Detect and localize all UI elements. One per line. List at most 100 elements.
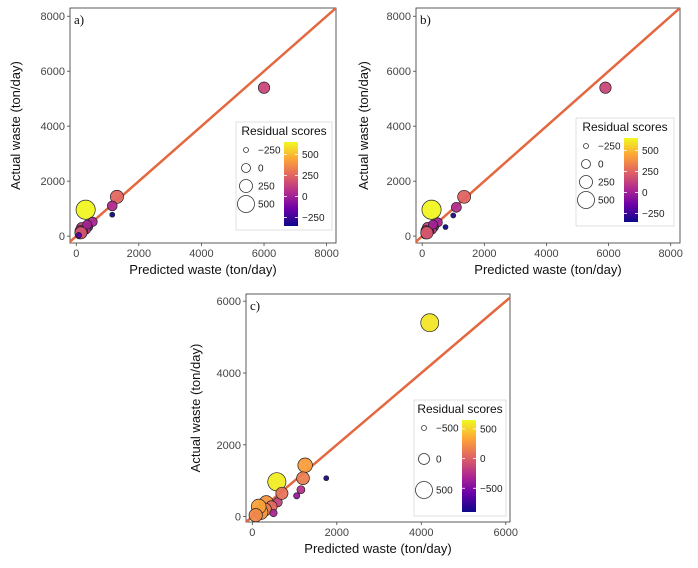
x-tick-label: 2000 — [472, 248, 496, 260]
x-tick-label: 6000 — [252, 248, 276, 260]
y-tick-label: 6000 — [41, 66, 65, 78]
data-point — [293, 492, 301, 500]
legend-colorbar — [462, 420, 476, 512]
legend-color-label: 0 — [642, 188, 648, 199]
legend-size-label: 0 — [258, 164, 264, 175]
chart-panel-3: 0 2000 4000 6000 0 2000 4000 6000 Predicted wast… — [188, 293, 518, 556]
y-tick-label: 4000 — [41, 121, 65, 133]
data-point — [109, 211, 116, 218]
x-axis-label: Predicted waste (ton/day) — [304, 541, 451, 556]
legend-size-label: 0 — [598, 160, 604, 171]
legend: Residual scores −250 0 250 500 500 250 0 −250 — [235, 121, 333, 231]
legend-size-marker — [237, 195, 255, 213]
data-point — [106, 200, 118, 212]
data-point — [257, 81, 271, 94]
x-tick-label: 4000 — [409, 527, 433, 539]
legend-title: Residual scores — [417, 402, 502, 416]
legend-title: Residual scores — [241, 124, 326, 138]
data-point — [248, 508, 263, 522]
y-tick-label: 4000 — [217, 368, 241, 380]
legend-color-label: 0 — [480, 454, 486, 465]
data-point — [296, 471, 310, 485]
data-point — [323, 475, 330, 482]
panel-label: b) — [420, 12, 431, 27]
legend-size-label: 250 — [598, 178, 615, 189]
y-tick-label: 6000 — [217, 296, 241, 308]
y-axis-label: Actual waste (ton/day) — [356, 61, 371, 190]
data-point — [75, 232, 83, 239]
legend-size-label: −250 — [258, 146, 281, 157]
legend-size-label: 0 — [436, 455, 442, 466]
y-tick-label: 2000 — [217, 440, 241, 452]
plot-area — [416, 8, 680, 243]
legend-size-marker — [415, 481, 433, 499]
data-point — [82, 219, 93, 230]
legend-size-marker — [239, 179, 253, 193]
legend-color-label: 500 — [480, 424, 497, 435]
data-point — [420, 226, 434, 240]
legend-color-label: −250 — [642, 209, 665, 220]
data-point — [75, 199, 96, 220]
legend-color-label: −500 — [480, 484, 503, 495]
y-tick-label: 0 — [59, 231, 65, 243]
y-tick-label: 8000 — [41, 11, 65, 23]
legend-size-marker — [421, 425, 427, 431]
reference-line — [416, 8, 680, 243]
x-tick-label: 6000 — [494, 527, 518, 539]
x-tick-label: 6000 — [596, 248, 620, 260]
panel-label: a) — [74, 12, 84, 27]
data-point — [275, 486, 289, 500]
x-tick-label: 8000 — [314, 248, 338, 260]
legend-color-label: 250 — [642, 167, 659, 178]
legend-colorbar — [624, 138, 638, 222]
legend-size-marker — [583, 143, 589, 149]
legend-size-marker — [241, 163, 251, 173]
y-tick-label: 0 — [235, 512, 241, 524]
legend-size-label: 500 — [258, 200, 275, 211]
x-tick-label: 8000 — [658, 248, 682, 260]
x-axis-label: Predicted waste (ton/day) — [474, 262, 621, 277]
reference-line — [70, 8, 336, 243]
legend-size-label: −250 — [598, 142, 621, 153]
legend-color-label: 500 — [642, 146, 659, 157]
plot-area — [246, 295, 510, 522]
x-tick-label: 0 — [419, 248, 425, 260]
x-tick-label: 2000 — [127, 248, 151, 260]
panel-label: c) — [250, 298, 260, 313]
legend: Residual scores −500 0 500 500 0 −500 — [413, 399, 507, 517]
legend-size-label: 500 — [598, 196, 615, 207]
data-point — [599, 81, 612, 94]
legend-size-marker — [243, 147, 249, 153]
data-point — [428, 219, 439, 230]
legend-color-label: 500 — [302, 150, 319, 161]
legend-size-marker — [579, 175, 593, 189]
y-tick-label: 2000 — [41, 176, 65, 188]
legend-color-label: 0 — [302, 192, 308, 203]
x-tick-label: 4000 — [534, 248, 558, 260]
x-tick-label: 4000 — [189, 248, 213, 260]
y-tick-label: 8000 — [387, 11, 411, 23]
data-point — [269, 508, 278, 518]
legend-size-marker — [577, 191, 595, 209]
legend-title: Residual scores — [582, 120, 667, 134]
y-tick-label: 4000 — [387, 121, 411, 133]
chart-panel-2: 0 2000 4000 6000 8000 0 2000 4000 6000 8000 Predic… — [356, 7, 683, 277]
legend: Residual scores −250 0 250 500 500 250 0 −250 — [575, 117, 675, 227]
y-axis-label: Actual waste (ton/day) — [8, 61, 23, 190]
legend-size-label: 250 — [258, 182, 275, 193]
legend-size-label: −500 — [436, 424, 459, 435]
x-axis-label: Predicted waste (ton/day) — [129, 262, 276, 277]
legend-size-marker — [418, 453, 430, 465]
data-point — [296, 485, 306, 495]
plot-area — [70, 8, 336, 243]
chart-panel-1: 0 2000 4000 6000 8000 0 2000 4000 6000 8000 Predic… — [8, 7, 339, 277]
y-axis-label: Actual waste (ton/day) — [188, 344, 203, 473]
data-point — [442, 224, 449, 230]
x-tick-label: 2000 — [325, 527, 349, 539]
data-point — [450, 212, 457, 219]
data-point — [421, 199, 442, 220]
legend-color-label: −250 — [302, 213, 325, 224]
data-point — [297, 457, 313, 473]
data-point — [420, 313, 440, 333]
